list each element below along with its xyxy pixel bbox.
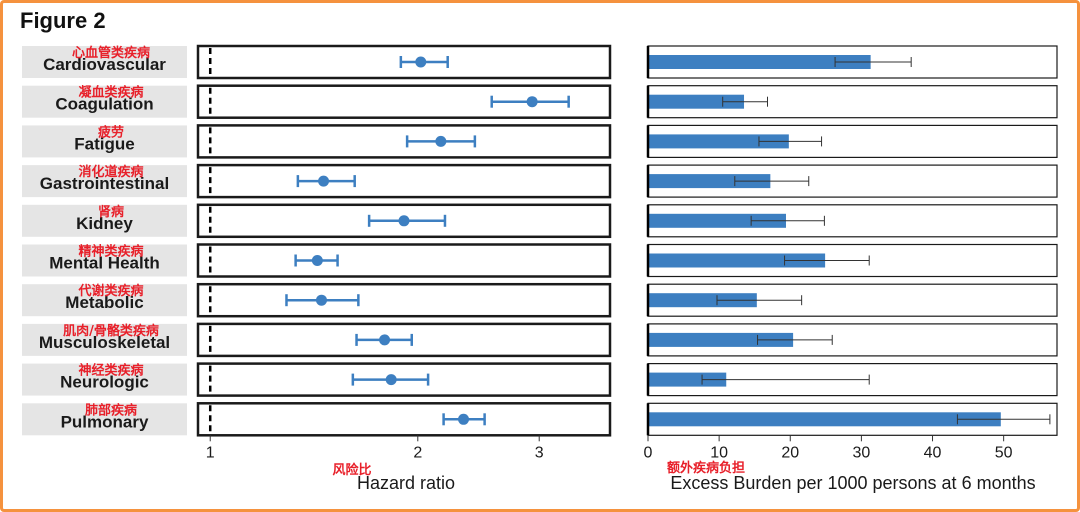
x-axis-title-cn: 额外疾病负担 <box>667 460 745 476</box>
category-label-bg <box>22 403 187 436</box>
x-tick-label: 20 <box>781 444 799 461</box>
x-tick-label: 2 <box>413 444 422 461</box>
hazard-ratio-point <box>379 334 391 346</box>
category-label: Fatigue <box>74 134 134 153</box>
bar <box>648 253 826 268</box>
category-label-cn: 消化道疾病 <box>78 164 143 180</box>
forest-panel <box>196 243 612 278</box>
category-label-cn: 精神类疾病 <box>78 244 143 260</box>
category-label: Metabolic <box>65 293 143 312</box>
x-tick-label: 3 <box>535 444 544 461</box>
hazard-ratio-point <box>398 215 410 227</box>
x-axis-title: Hazard ratio <box>357 473 455 493</box>
hazard-ratio-point <box>318 175 330 187</box>
forest-panel <box>196 163 612 199</box>
category-label: Musculoskeletal <box>39 333 170 352</box>
category-label-cn: 肺部疾病 <box>85 402 137 418</box>
hazard-ratio-point <box>415 56 427 68</box>
category-label: Gastrointestinal <box>40 174 169 193</box>
bar <box>648 134 789 149</box>
figure-title: Figure 2 <box>20 8 106 33</box>
hazard-ratio-point <box>526 96 538 108</box>
x-axis-title-cn: 风险比 <box>332 462 371 478</box>
category-label-cn: 肌肉/骨骼类疾病 <box>63 323 159 339</box>
bar <box>648 94 745 109</box>
category-label-bg <box>22 46 187 78</box>
category-label-bg <box>22 85 187 118</box>
category-label-cn: 心血管类疾病 <box>72 45 150 61</box>
category-label-cn: 疲劳 <box>98 124 124 140</box>
bar <box>648 372 727 387</box>
bar <box>648 174 771 189</box>
category-label-bg <box>22 165 187 198</box>
hazard-ratio-point <box>315 294 327 306</box>
forest-panel <box>196 282 612 318</box>
category-label-bg <box>22 284 187 317</box>
category-label-cn: 凝血类疾病 <box>78 85 143 101</box>
x-tick-label: 10 <box>710 444 728 461</box>
bar <box>648 55 871 69</box>
x-tick-label: 50 <box>995 444 1013 461</box>
x-axis-title: Excess Burden per 1000 persons at 6 mont… <box>670 473 1035 493</box>
category-label: Kidney <box>76 214 133 233</box>
category-label-cn: 代谢类疾病 <box>77 283 143 299</box>
category-label-bg <box>22 323 187 356</box>
bar <box>648 332 794 347</box>
category-label-bg <box>22 204 187 237</box>
category-label: Mental Health <box>49 254 160 273</box>
bar <box>648 412 1001 427</box>
hazard-ratio-point <box>385 374 397 386</box>
category-label: Cardiovascular <box>43 55 166 74</box>
forest-panel <box>196 124 612 159</box>
category-label-cn: 肾病 <box>98 204 124 220</box>
bar <box>648 293 757 308</box>
hazard-ratio-point <box>311 255 323 266</box>
x-tick-label: 0 <box>644 444 653 461</box>
hazard-ratio-point <box>458 413 470 425</box>
category-label-bg <box>22 125 187 158</box>
x-tick-label: 1 <box>206 444 215 461</box>
category-label-cn: 神经类疾病 <box>78 363 143 379</box>
forest-panel <box>196 402 612 437</box>
category-label: Pulmonary <box>61 412 149 431</box>
hazard-ratio-point <box>435 135 447 147</box>
x-tick-label: 40 <box>924 444 942 461</box>
category-label-bg <box>22 363 187 396</box>
excess-burden-bar-chart: 0 10 20 30 40 50 Excess Burden per 1000 person… <box>644 45 1058 493</box>
category-label-bg <box>22 244 187 277</box>
category-label: Coagulation <box>55 95 153 114</box>
x-tick-label: 30 <box>852 444 870 461</box>
category-label: Neurologic <box>60 373 149 392</box>
forest-panel <box>196 203 612 239</box>
